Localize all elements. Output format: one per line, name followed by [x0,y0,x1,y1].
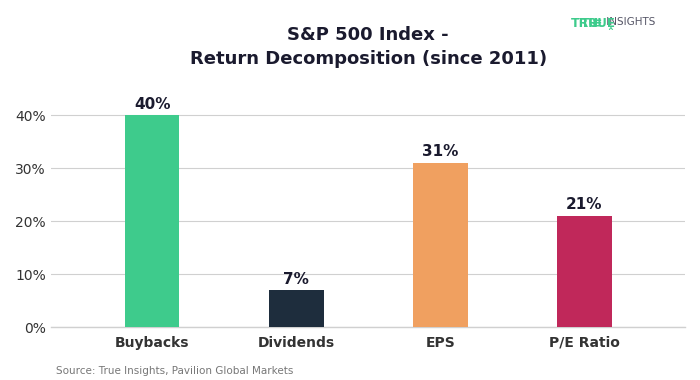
Text: Source: True Insights, Pavilion Global Markets: Source: True Insights, Pavilion Global M… [56,366,293,376]
Bar [413,163,468,328]
Text: 31%: 31% [422,144,458,159]
Text: ≡: ≡ [592,17,602,30]
Text: TRU: TRU [570,17,598,30]
Text: 21%: 21% [566,197,603,212]
Text: INSIGHTS: INSIGHTS [603,17,656,27]
Text: 40%: 40% [134,97,170,112]
Text: TRUḘ: TRUḘ [581,17,616,30]
Text: 7%: 7% [284,272,309,287]
Bar [125,115,179,328]
Bar [269,290,323,328]
Title: S&P 500 Index -
Return Decomposition (since 2011): S&P 500 Index - Return Decomposition (si… [190,26,547,68]
Bar [556,216,612,328]
